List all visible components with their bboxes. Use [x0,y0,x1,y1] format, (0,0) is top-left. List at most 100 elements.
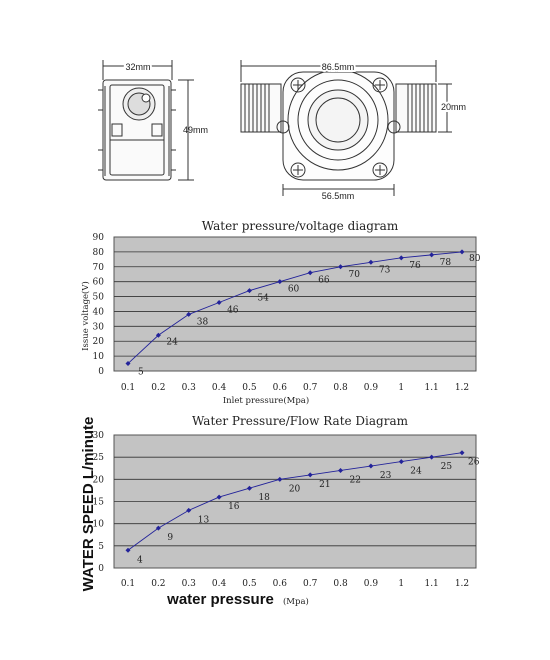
voltage-x-ticks: 0.1 0.2 0.3 0.4 0.5 0.6 0.7 0.8 0.9 1 1.1 1.2 [121,383,469,393]
voltage-data-label: 66 [318,276,330,286]
flow-data-label: 20 [289,484,301,494]
flow-x-tick-label: 0.8 [333,579,348,589]
voltage-y-tick-label: 60 [93,278,105,288]
voltage-y-tick-label: 30 [93,322,105,332]
voltage-x-tick-label: 0.9 [364,383,379,393]
voltage-chart: Water pressure/voltage diagram 0 10 20 30 40… [80,219,481,406]
flow-x-tick-label: 0.2 [151,579,165,589]
side-view-drawing [98,60,194,181]
flow-x-tick-label: 1 [398,579,404,589]
dim-housing-width: 56.5mm [322,191,355,201]
flow-y-axis-label: WATER SPEED L/minute [80,417,97,592]
flow-data-point [398,459,404,465]
voltage-data-label: 80 [469,254,481,264]
flow-series: 4 9 13 16 18 20 21 22 23 24 25 26 [125,450,480,565]
voltage-gridlines [114,251,476,357]
flow-y-tick-label: 20 [93,475,105,485]
flow-gridlines [114,456,476,547]
flow-y-ticks: 0 5 10 15 20 25 30 [93,431,105,574]
voltage-data-point [459,249,465,255]
voltage-x-axis-label: Inlet pressure(Mpa) [223,395,309,406]
voltage-x-tick-label: 0.3 [182,383,197,393]
flow-data-label: 25 [441,462,453,472]
voltage-data-point [398,255,404,261]
voltage-data-label: 70 [349,270,361,280]
flow-x-axis-label: water pressure (Mpa) [166,589,309,608]
front-view-drawing [240,60,452,196]
flow-data-label: 18 [258,493,270,503]
voltage-data-label: 73 [379,265,391,275]
voltage-data-label: 60 [288,285,300,295]
flow-x-tick-label: 0.7 [303,579,318,589]
flow-chart-title: Water Pressure/Flow Rate Diagram [192,414,409,428]
voltage-y-tick-label: 40 [93,307,105,317]
flow-data-point [429,454,435,460]
dim-width-side: 32mm [125,62,150,72]
flow-x-axis-label-main: water pressure [166,591,274,608]
flow-chart: Water Pressure/Flow Rate Diagram 0 5 10 15 2… [80,414,480,608]
flow-x-ticks: 0.1 0.2 0.3 0.4 0.5 0.6 0.7 0.8 0.9 1 1.1 1.2 [121,579,469,589]
voltage-plot-area [113,236,477,372]
flow-data-point [216,494,222,500]
flow-x-tick-label: 0.4 [212,579,227,589]
voltage-x-tick-label: 1.1 [424,383,438,393]
voltage-data-point [155,332,161,338]
flow-y-tick-label: 15 [93,498,105,508]
voltage-data-point [125,361,131,367]
flow-y-tick-label: 30 [93,431,105,441]
flow-x-tick-label: 0.6 [273,579,288,589]
flow-data-point [307,472,313,478]
flow-data-label: 22 [350,475,361,485]
flow-y-tick-label: 10 [93,520,105,530]
voltage-y-tick-label: 50 [93,293,105,303]
voltage-data-point [246,288,252,294]
dim-port-diameter: 20mm [441,102,466,112]
voltage-x-tick-label: 1 [398,383,404,393]
voltage-data-label: 46 [227,306,239,316]
flow-data-point [246,485,252,491]
voltage-data-label: 24 [166,337,178,347]
voltage-data-point [186,311,192,317]
voltage-data-point [277,279,283,285]
voltage-y-tick-label: 90 [93,233,105,243]
flow-data-label: 26 [468,458,480,468]
dim-height-side: 49mm [183,125,208,135]
voltage-data-point [338,264,344,270]
voltage-data-point [216,300,222,306]
voltage-series-line [127,251,463,364]
voltage-data-point [307,270,313,276]
voltage-x-tick-label: 0.8 [333,383,348,393]
flow-data-label: 9 [167,533,173,543]
flow-x-tick-label: 0.9 [364,579,379,589]
flow-data-point [186,507,192,513]
flow-data-label: 13 [198,515,210,525]
flow-y-tick-label: 5 [98,542,104,552]
voltage-y-tick-label: 10 [93,352,105,362]
flow-y-tick-label: 25 [93,453,105,463]
flow-data-point [368,463,374,469]
voltage-data-label: 78 [440,258,452,268]
voltage-y-axis-label: Issue voltage(V) [80,281,91,351]
voltage-data-label: 5 [138,368,144,378]
flow-y-tick-label: 0 [98,564,104,574]
voltage-y-ticks: 0 10 20 30 40 50 60 70 80 90 [93,233,105,377]
voltage-y-tick-label: 80 [93,248,105,258]
flow-data-label: 24 [410,467,422,477]
voltage-x-tick-label: 0.2 [151,383,165,393]
voltage-x-tick-label: 0.4 [212,383,227,393]
flow-x-axis-label-unit: (Mpa) [283,596,309,607]
voltage-series: 5 24 38 46 54 60 66 70 73 76 78 80 [125,249,481,378]
voltage-data-label: 54 [257,294,269,304]
flow-x-tick-label: 0.3 [182,579,197,589]
voltage-x-tick-label: 0.1 [121,383,135,393]
voltage-y-tick-label: 70 [93,263,105,273]
voltage-data-label: 76 [409,261,421,271]
flow-data-point [277,476,283,482]
flow-x-tick-label: 1.2 [455,579,469,589]
flow-data-label: 4 [137,555,143,565]
flow-x-tick-label: 0.5 [242,579,257,589]
flow-data-point [155,525,161,531]
flow-data-label: 21 [319,480,330,490]
flow-data-point [125,547,131,553]
